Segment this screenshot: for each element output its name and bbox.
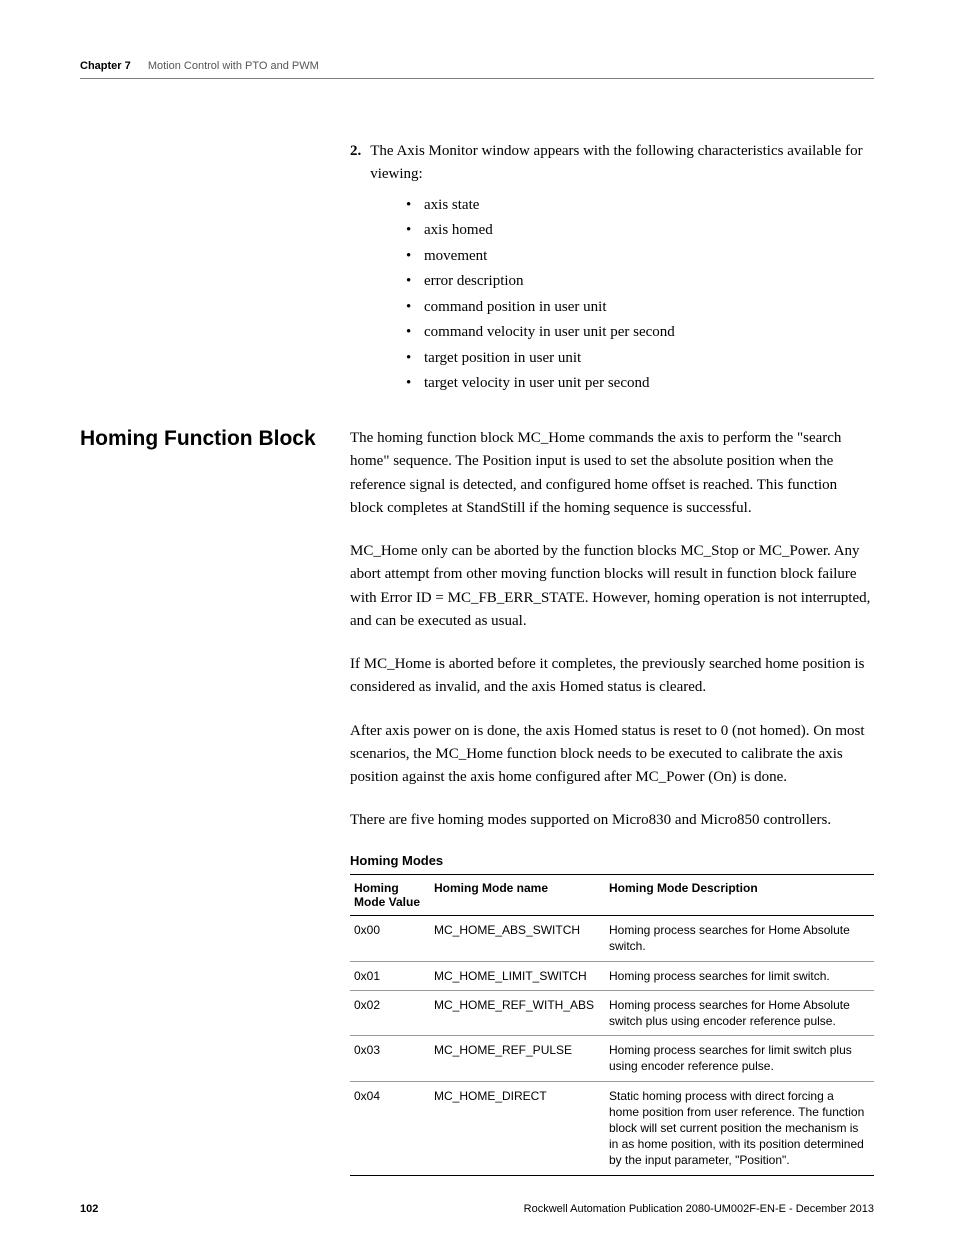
cell: 0x04: [350, 1081, 430, 1175]
numbered-item: 2. The Axis Monitor window appears with …: [350, 140, 874, 187]
cell: MC_HOME_DIRECT: [430, 1081, 605, 1175]
bullet-item: error description: [406, 269, 874, 295]
cell: 0x01: [350, 961, 430, 990]
bullet-item: movement: [406, 244, 874, 270]
page-number: 102: [80, 1203, 98, 1215]
col-header: Homing Mode Description: [605, 874, 874, 916]
cell: Static homing process with direct forcin…: [605, 1081, 874, 1175]
homing-modes-table: Homing Mode Value Homing Mode name Homin…: [350, 874, 874, 1176]
table-row: 0x03 MC_HOME_REF_PULSE Homing process se…: [350, 1036, 874, 1081]
paragraph: There are five homing modes supported on…: [350, 809, 874, 832]
cell: MC_HOME_LIMIT_SWITCH: [430, 961, 605, 990]
paragraph: The homing function block MC_Home comman…: [350, 427, 874, 520]
table-row: 0x01 MC_HOME_LIMIT_SWITCH Homing process…: [350, 961, 874, 990]
bullet-item: axis state: [406, 193, 874, 219]
page-header: Chapter 7 Motion Control with PTO and PW…: [80, 60, 874, 79]
cell: 0x00: [350, 916, 430, 961]
item-text: The Axis Monitor window appears with the…: [370, 140, 874, 187]
cell: Homing process searches for limit switch…: [605, 961, 874, 990]
bullet-item: command position in user unit: [406, 295, 874, 321]
col-header: Homing Mode Value: [350, 874, 430, 916]
bullet-item: target velocity in user unit per second: [406, 371, 874, 397]
bullet-item: target position in user unit: [406, 346, 874, 372]
cell: 0x03: [350, 1036, 430, 1081]
chapter-title: Motion Control with PTO and PWM: [148, 60, 319, 72]
paragraph: After axis power on is done, the axis Ho…: [350, 720, 874, 790]
cell: Homing process searches for Home Absolut…: [605, 916, 874, 961]
bullet-list: axis state axis homed movement error des…: [406, 193, 874, 397]
page-footer: 102 Rockwell Automation Publication 2080…: [80, 1203, 874, 1215]
col-header: Homing Mode name: [430, 874, 605, 916]
item-number: 2.: [350, 140, 370, 187]
paragraph: MC_Home only can be aborted by the funct…: [350, 540, 874, 633]
cell: MC_HOME_REF_PULSE: [430, 1036, 605, 1081]
table-title: Homing Modes: [350, 853, 874, 868]
cell: Homing process searches for limit switch…: [605, 1036, 874, 1081]
publication-info: Rockwell Automation Publication 2080-UM0…: [524, 1203, 874, 1215]
table-row: 0x04 MC_HOME_DIRECT Static homing proces…: [350, 1081, 874, 1175]
section-heading: Homing Function Block: [80, 427, 316, 451]
section-body: The homing function block MC_Home comman…: [350, 427, 874, 1176]
axis-monitor-list: 2. The Axis Monitor window appears with …: [350, 140, 874, 397]
paragraph: If MC_Home is aborted before it complete…: [350, 653, 874, 700]
cell: 0x02: [350, 990, 430, 1035]
bullet-item: axis homed: [406, 218, 874, 244]
cell: MC_HOME_REF_WITH_ABS: [430, 990, 605, 1035]
table-row: 0x00 MC_HOME_ABS_SWITCH Homing process s…: [350, 916, 874, 961]
table-row: 0x02 MC_HOME_REF_WITH_ABS Homing process…: [350, 990, 874, 1035]
cell: MC_HOME_ABS_SWITCH: [430, 916, 605, 961]
cell: Homing process searches for Home Absolut…: [605, 990, 874, 1035]
table-header-row: Homing Mode Value Homing Mode name Homin…: [350, 874, 874, 916]
bullet-item: command velocity in user unit per second: [406, 320, 874, 346]
chapter-label: Chapter 7: [80, 60, 131, 72]
